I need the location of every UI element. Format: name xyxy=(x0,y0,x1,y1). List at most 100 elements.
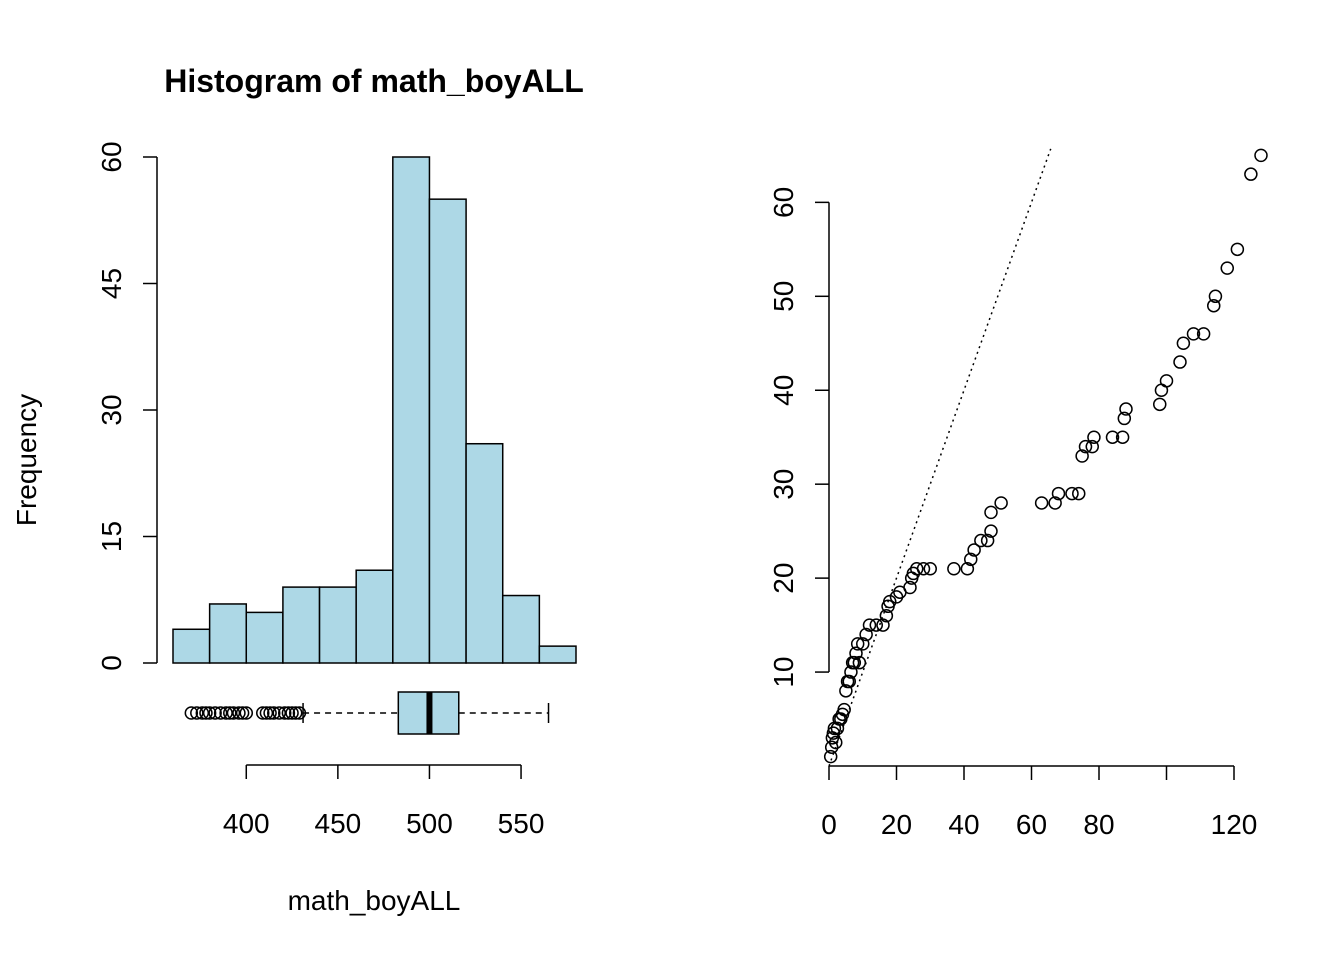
boxplot-outlier xyxy=(272,706,286,720)
scatter-point xyxy=(1034,496,1049,510)
histogram-x-tick-label: 400 xyxy=(223,808,270,839)
scatter-point xyxy=(847,655,862,670)
histogram-y-axis: 0 15 30 45 60 xyxy=(96,141,158,671)
scatter-point xyxy=(883,594,897,609)
scatter-point xyxy=(1173,355,1187,369)
boxplot-outlier xyxy=(199,706,213,720)
histogram-bar xyxy=(282,586,321,664)
histogram-bar xyxy=(318,586,357,664)
scatter-point xyxy=(839,684,853,698)
scatter-x-tick-label: 40 xyxy=(948,809,979,840)
scatter-point xyxy=(974,533,988,548)
scatter-point xyxy=(859,627,873,642)
scatter-y-tick-label: 10 xyxy=(768,656,799,687)
scatter-point xyxy=(823,749,838,764)
histogram-y-tick-label: 30 xyxy=(96,394,127,425)
scatter-point xyxy=(980,533,995,548)
scatter-point xyxy=(849,646,863,661)
scatter-point xyxy=(837,702,851,717)
scatter-point xyxy=(1254,148,1268,163)
scatter-point xyxy=(850,637,865,651)
scatter-point xyxy=(984,505,998,520)
scatter-point xyxy=(844,665,858,679)
scatter-point xyxy=(1220,261,1234,275)
scatter-points xyxy=(823,148,1268,764)
scatter-point xyxy=(1048,496,1062,510)
histogram-bar xyxy=(465,442,504,664)
scatter-point xyxy=(916,561,931,576)
scatter-point xyxy=(960,561,975,576)
boxplot-outlier xyxy=(232,706,246,720)
scatter-point xyxy=(1072,486,1086,501)
scatter-point xyxy=(829,735,843,750)
scatter-point xyxy=(1115,430,1130,444)
scatter-point xyxy=(1065,486,1079,501)
boxplot-outlier xyxy=(195,706,210,720)
scatter-x-tick-label: 20 xyxy=(881,809,912,840)
scatter-point xyxy=(1176,336,1191,351)
boxplot-outlier xyxy=(259,706,274,720)
boxplot-outlier xyxy=(256,706,270,720)
scatter-point xyxy=(876,618,890,632)
histogram-x-tick-label: 500 xyxy=(406,808,453,839)
scatter-point xyxy=(1075,449,1089,463)
histogram-title: Histogram of math_boyALL xyxy=(164,63,584,99)
scatter-point xyxy=(842,674,856,689)
scatter-x-tick-label: 60 xyxy=(1016,809,1047,840)
scatter-point xyxy=(869,618,883,632)
histogram-bar xyxy=(538,645,577,664)
scatter-point xyxy=(856,637,870,651)
scatter-point xyxy=(1105,430,1120,444)
scatter-point xyxy=(852,655,867,670)
histogram-y-tick-label: 60 xyxy=(96,141,127,172)
scatter-point xyxy=(1078,439,1093,454)
scatter-point xyxy=(879,608,894,623)
histogram-x-tick-label: 450 xyxy=(315,808,362,839)
scatter-point xyxy=(967,543,981,557)
scatter-y-tick-label: 60 xyxy=(768,187,799,218)
boxplot-outlier xyxy=(277,706,292,720)
scatter-x-tick-label: 80 xyxy=(1083,809,1114,840)
scatter-point xyxy=(826,726,841,740)
scatter-point xyxy=(862,618,877,632)
scatter-point xyxy=(903,580,917,595)
histogram-bar xyxy=(355,569,394,664)
scatter-x-tick-label: 120 xyxy=(1211,809,1258,840)
histogram-y-tick-label: 45 xyxy=(96,268,127,299)
scatter-y-tick-label: 50 xyxy=(768,281,799,312)
scatter-panel: 10 20 30 40 50 60 0 20 40 60 80 120 xyxy=(768,148,1268,840)
histogram-panel: Histogram of math_boyALL Frequency math_… xyxy=(11,63,584,916)
scatter-y-axis: 10 20 30 40 50 60 xyxy=(768,187,830,688)
scatter-point xyxy=(994,496,1008,510)
histogram-bar xyxy=(208,603,248,664)
boxplot-outlier xyxy=(235,706,250,720)
scatter-point xyxy=(1196,327,1211,341)
scatter-point xyxy=(1087,430,1101,444)
boxplot-outlier xyxy=(239,706,254,720)
scatter-point xyxy=(824,740,839,754)
histogram-bar xyxy=(245,611,284,664)
histogram-x-axis: 400 450 500 550 xyxy=(223,764,544,839)
scatter-point xyxy=(1051,486,1066,501)
boxplot-outlier xyxy=(219,706,233,720)
scatter-point xyxy=(1117,411,1132,426)
histogram-y-tick-label: 15 xyxy=(96,521,127,552)
boxplot-outlier xyxy=(288,706,303,720)
boxplot-outlier xyxy=(292,706,307,720)
scatter-point xyxy=(1153,397,1167,412)
scatter-y-tick-label: 30 xyxy=(768,469,799,500)
boxplot-outlier xyxy=(223,706,237,720)
scatter-point xyxy=(1208,289,1223,304)
scatter-point xyxy=(1085,439,1099,454)
boxplot-outlier xyxy=(202,706,217,720)
scatter-point xyxy=(923,561,937,576)
histogram-boxplot xyxy=(184,691,550,735)
histogram-x-label: math_boyALL xyxy=(288,885,461,916)
scatter-point xyxy=(1186,327,1201,341)
scatter-point xyxy=(947,561,961,576)
histogram-bar xyxy=(428,198,467,664)
histogram-bars xyxy=(172,156,577,664)
scatter-point xyxy=(964,552,978,567)
scatter-reference-line xyxy=(828,148,1052,767)
